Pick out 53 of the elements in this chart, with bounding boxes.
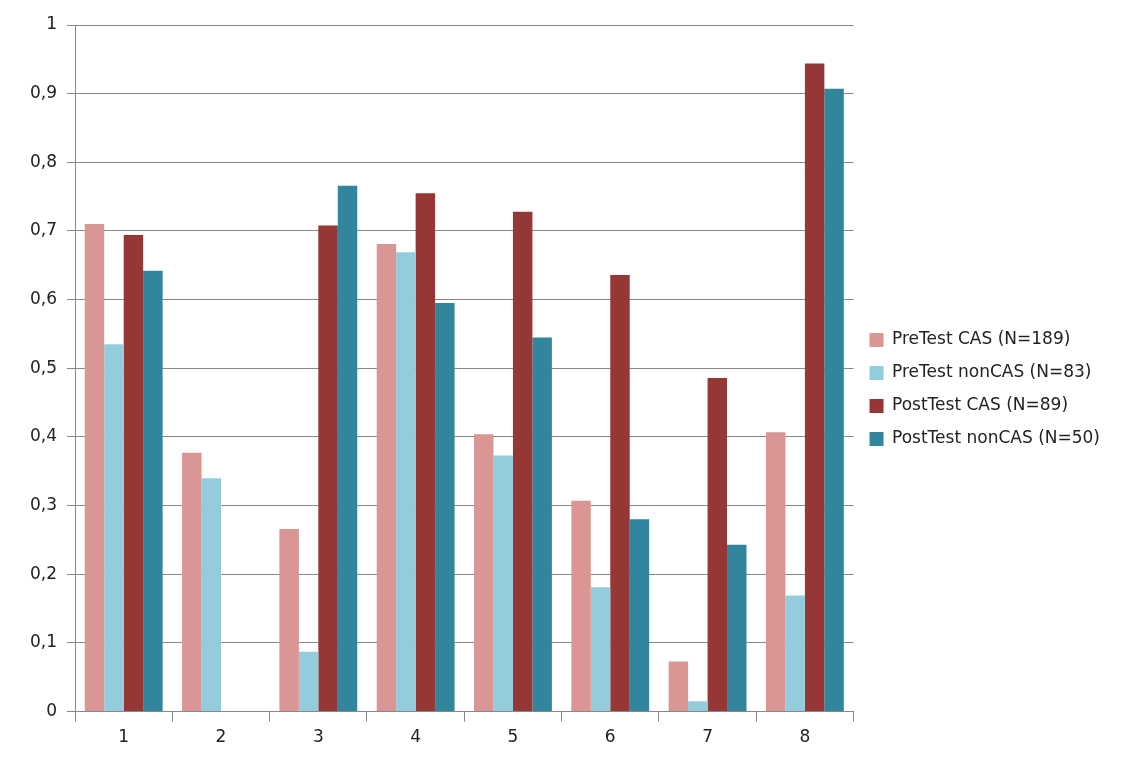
legend-label: PostTest nonCAS (N=50) bbox=[892, 427, 1100, 448]
bar bbox=[804, 63, 825, 712]
bar bbox=[318, 225, 338, 712]
x-tick-label: 3 bbox=[312, 726, 324, 747]
bar bbox=[629, 519, 650, 712]
y-tick-label: 0,4 bbox=[29, 425, 58, 446]
y-tick-label: 0,7 bbox=[29, 219, 58, 240]
bar bbox=[785, 595, 805, 712]
bar bbox=[337, 185, 358, 712]
bar bbox=[688, 701, 708, 712]
bar bbox=[474, 434, 494, 712]
legend-label: PostTest CAS (N=89) bbox=[892, 394, 1069, 415]
bar bbox=[143, 270, 163, 712]
bar bbox=[376, 244, 397, 712]
x-tick-label: 1 bbox=[118, 726, 130, 747]
y-tick-label: 1 bbox=[46, 13, 58, 34]
y-tick-label: 0,5 bbox=[29, 356, 58, 377]
bar bbox=[493, 455, 513, 712]
bar bbox=[532, 337, 552, 712]
y-tick-label: 0,6 bbox=[29, 288, 58, 309]
bar bbox=[727, 544, 747, 712]
y-tick-label: 0,3 bbox=[29, 494, 58, 515]
bar bbox=[123, 235, 144, 712]
y-tick-label: 0,9 bbox=[29, 82, 58, 103]
legend-label: PreTest CAS (N=189) bbox=[892, 328, 1071, 349]
bar bbox=[571, 500, 591, 712]
x-tick-label: 4 bbox=[410, 726, 422, 747]
bar bbox=[279, 528, 299, 712]
bar bbox=[415, 193, 436, 712]
x-tick-label: 5 bbox=[507, 726, 519, 747]
x-tick-label: 8 bbox=[799, 726, 811, 747]
x-tick-label: 2 bbox=[215, 726, 227, 747]
bar bbox=[668, 661, 689, 712]
bar bbox=[590, 587, 611, 712]
bar bbox=[824, 88, 844, 712]
bar bbox=[512, 211, 533, 712]
x-tick-label: 6 bbox=[604, 726, 616, 747]
y-tick-label: 0,8 bbox=[29, 150, 58, 171]
bar bbox=[707, 377, 728, 712]
y-tick-label: 0,1 bbox=[29, 631, 58, 652]
y-tick-label: 0 bbox=[46, 700, 58, 721]
bar bbox=[298, 651, 319, 712]
bar bbox=[182, 452, 202, 712]
y-tick-label: 0,2 bbox=[29, 562, 58, 583]
bar bbox=[104, 344, 124, 712]
bar bbox=[435, 303, 455, 712]
bar bbox=[765, 432, 786, 712]
bar bbox=[201, 478, 222, 712]
bar bbox=[396, 252, 416, 712]
bar bbox=[84, 224, 105, 712]
legend-label: PreTest nonCAS (N=83) bbox=[892, 361, 1092, 382]
x-tick-label: 7 bbox=[702, 726, 713, 747]
bar bbox=[610, 274, 630, 712]
